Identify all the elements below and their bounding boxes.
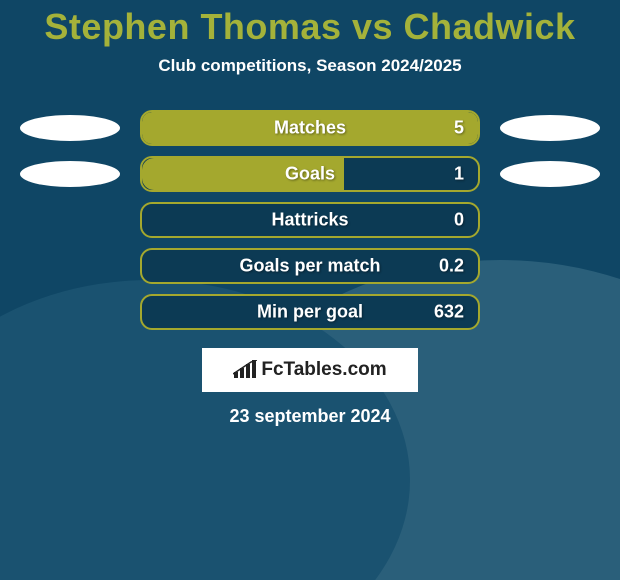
stat-bar: Goals per match 0.2 bbox=[140, 248, 480, 284]
right-marker-ellipse bbox=[500, 161, 600, 187]
stat-label: Goals bbox=[285, 164, 335, 185]
date-text: 23 september 2024 bbox=[229, 406, 390, 427]
stat-label: Matches bbox=[274, 118, 346, 139]
page-title: Stephen Thomas vs Chadwick bbox=[44, 6, 575, 48]
stat-bar: Min per goal 632 bbox=[140, 294, 480, 330]
left-marker-ellipse bbox=[20, 115, 120, 141]
stat-value: 0.2 bbox=[439, 256, 464, 277]
bar-chart-icon bbox=[233, 360, 257, 380]
stat-value: 1 bbox=[454, 164, 464, 185]
left-marker-ellipse bbox=[20, 161, 120, 187]
stat-row: Hattricks 0 bbox=[0, 202, 620, 238]
stat-label: Min per goal bbox=[257, 302, 363, 323]
brand-text: FcTables.com bbox=[261, 359, 386, 381]
stat-label: Goals per match bbox=[239, 256, 380, 277]
stat-row: Min per goal 632 bbox=[0, 294, 620, 330]
stat-label: Hattricks bbox=[271, 210, 348, 231]
stat-value: 5 bbox=[454, 118, 464, 139]
brand-badge: FcTables.com bbox=[202, 348, 418, 392]
subtitle: Club competitions, Season 2024/2025 bbox=[158, 56, 461, 76]
stat-bar: Goals 1 bbox=[140, 156, 480, 192]
stat-row: Matches 5 bbox=[0, 110, 620, 146]
stat-row: Goals 1 bbox=[0, 156, 620, 192]
stat-row: Goals per match 0.2 bbox=[0, 248, 620, 284]
stat-value: 0 bbox=[454, 210, 464, 231]
stat-value: 632 bbox=[434, 302, 464, 323]
right-marker-ellipse bbox=[500, 115, 600, 141]
stat-rows: Matches 5 Goals 1 Hattricks 0 Goals per match 0… bbox=[0, 110, 620, 330]
stat-bar: Hattricks 0 bbox=[140, 202, 480, 238]
stat-bar: Matches 5 bbox=[140, 110, 480, 146]
